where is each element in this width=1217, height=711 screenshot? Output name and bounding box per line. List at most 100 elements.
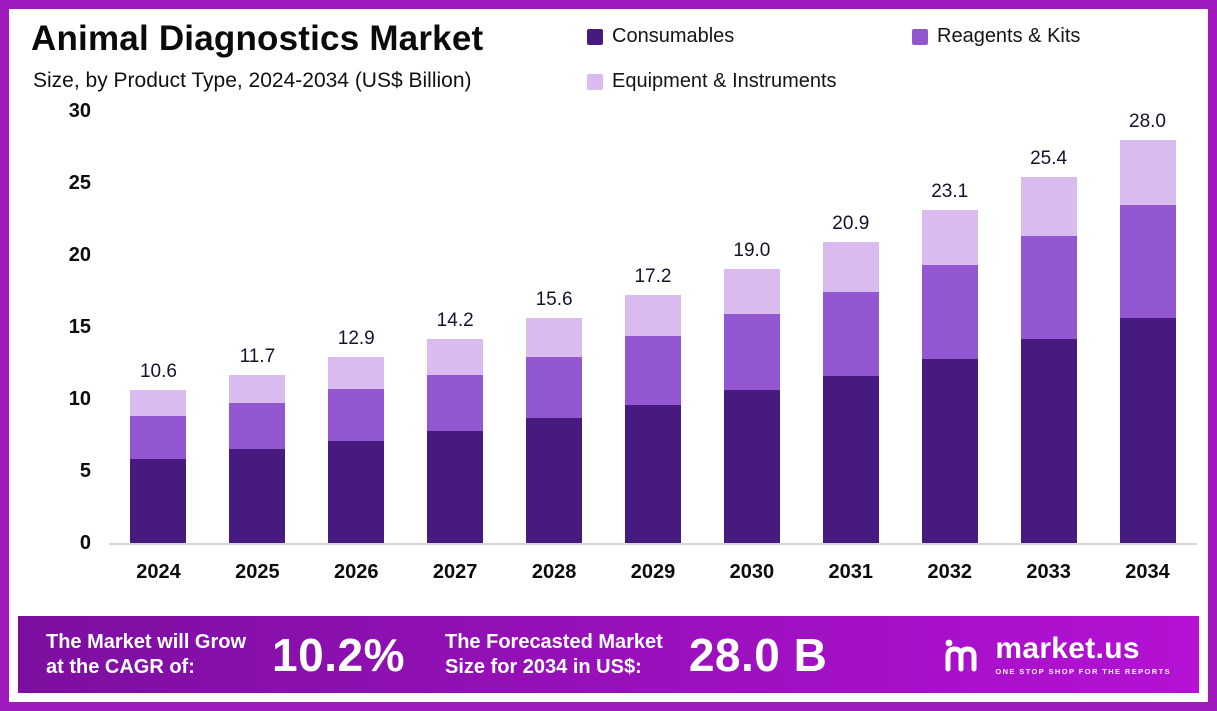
bar-segment-reagents-kits (526, 357, 583, 418)
x-axis-label-2031: 2031 (828, 561, 874, 583)
x-axis-label-2033: 2033 (1026, 561, 1071, 583)
bar-segment-reagents-kits (822, 292, 879, 376)
y-axis-tick-20: 20 (68, 244, 91, 266)
x-axis-label-2024: 2024 (136, 561, 181, 583)
x-axis-label-2029: 2029 (630, 561, 676, 583)
bar-segment-consumables (1119, 318, 1176, 543)
stacked-bar-2028 (526, 318, 583, 543)
bar-column-2024: 10.6 (109, 111, 208, 543)
stacked-bar-2030 (723, 269, 780, 543)
page-subtitle: Size, by Product Type, 2024-2034 (US$ Bi… (33, 69, 472, 92)
bar-segment-equipment-instruments (328, 357, 385, 389)
bar-column-2034: 28.0 (1098, 111, 1197, 543)
legend-swatch-consumables (587, 28, 603, 45)
bar-column-2026: 12.9 (307, 111, 406, 543)
bar-total-label-2026: 12.9 (337, 328, 375, 350)
stacked-bar-2024 (130, 390, 187, 543)
bar-total-label-2025: 11.7 (239, 345, 276, 367)
bar-column-2030: 19.0 (702, 111, 801, 543)
stacked-bar-2025 (229, 374, 286, 543)
bar-segment-equipment-instruments (427, 338, 484, 375)
bar-segment-reagents-kits (1119, 204, 1176, 319)
stacked-bar-2027 (427, 338, 484, 543)
bar-segment-equipment-instruments (1119, 139, 1176, 205)
bar-total-label-2024: 10.6 (139, 361, 177, 383)
bar-segment-reagents-kits (723, 314, 780, 391)
x-axis-label-2026: 2026 (334, 561, 379, 583)
bar-total-label-2034: 28.0 (1129, 110, 1167, 132)
y-axis-tick-25: 25 (68, 172, 91, 194)
bar-total-label-2028: 15.6 (535, 289, 573, 311)
bar-segment-equipment-instruments (723, 269, 780, 315)
stacked-bar-2029 (624, 295, 681, 543)
legend-swatch-equipment-instruments (587, 73, 603, 90)
bar-segment-consumables (130, 459, 187, 543)
bar-segment-consumables (624, 404, 681, 543)
bar-segment-equipment-instruments (229, 374, 286, 404)
bar-total-label-2032: 23.1 (931, 181, 969, 203)
bar-total-label-2031: 20.9 (832, 213, 870, 235)
bar-segment-consumables (1020, 338, 1077, 543)
bar-segment-consumables (822, 375, 879, 543)
x-axis-label-2030: 2030 (729, 561, 775, 583)
legend-label: Equipment & Instruments (612, 70, 837, 92)
forecast-value: 28.0 B (688, 628, 828, 681)
bar-segment-equipment-instruments (921, 210, 978, 266)
y-axis-tick-0: 0 (79, 532, 91, 554)
brand-text: market.us ONE STOP SHOP FOR THE REPORTS (995, 631, 1171, 676)
plot-area: 10.6 11.7 12.9 14.2 15.6 17.2 19.0 20.9 23.1 25.4… (69, 101, 1197, 553)
page-title: Animal Diagnostics Market (31, 19, 484, 58)
y-axis-tick-30: 30 (68, 100, 91, 122)
bar-total-label-2029: 17.2 (634, 266, 672, 288)
bar-segment-equipment-instruments (130, 390, 187, 417)
bar-total-label-2033: 25.4 (1030, 148, 1068, 170)
market-us-logo-icon (945, 639, 977, 671)
bar-segment-equipment-instruments (1020, 177, 1077, 237)
stacked-bar-2034 (1119, 139, 1176, 543)
brand-block: market.us ONE STOP SHOP FOR THE REPORTS (943, 631, 1171, 676)
bar-segment-consumables (328, 440, 385, 543)
cagr-value: 10.2% (272, 628, 405, 681)
legend-item-consumables: Consumables (587, 25, 734, 48)
forecast-label: The Forecasted Market Size for 2034 in U… (444, 630, 663, 678)
bar-column-2028: 15.6 (505, 111, 604, 543)
bar-segment-reagents-kits (328, 388, 385, 441)
bar-segment-reagents-kits (130, 416, 187, 460)
footer-banner: The Market will Grow at the CAGR of: 10.… (18, 616, 1199, 693)
stacked-bar-2032 (921, 210, 978, 543)
bar-column-2029: 17.2 (604, 111, 703, 543)
legend-item-reagents-kits: Reagents & Kits (912, 25, 1080, 48)
bar-segment-reagents-kits (624, 335, 681, 405)
bar-total-label-2030: 19.0 (733, 240, 771, 262)
x-axis-label-2034: 2034 (1125, 561, 1170, 583)
x-axis-labels: 2024 2025 2026 2027 2028 2029 2030 2031 2032 2033… (109, 561, 1197, 584)
stacked-bar-2026 (328, 357, 385, 543)
bar-segment-equipment-instruments (624, 295, 681, 336)
bar-segment-equipment-instruments (526, 318, 583, 358)
legend-swatch-reagents-kits (912, 28, 928, 45)
brand-name: market.us (995, 631, 1140, 665)
y-axis-tick-15: 15 (68, 316, 91, 338)
x-axis-label-2025: 2025 (235, 561, 280, 583)
bar-column-2031: 20.9 (801, 111, 900, 543)
bar-column-2033: 25.4 (999, 111, 1098, 543)
legend-label: Consumables (612, 25, 735, 47)
bar-columns: 10.6 11.7 12.9 14.2 15.6 17.2 19.0 20.9 23.1 25.4… (109, 111, 1197, 543)
bar-segment-consumables (427, 430, 484, 543)
stacked-bar-2031 (822, 242, 879, 543)
bar-segment-reagents-kits (1020, 236, 1077, 339)
legend-item-equipment-instruments: Equipment & Instruments (587, 70, 837, 93)
bar-segment-consumables (723, 390, 780, 543)
bar-segment-reagents-kits (427, 374, 484, 431)
stacked-bar-chart: 10.6 11.7 12.9 14.2 15.6 17.2 19.0 20.9 23.1 25.4… (37, 101, 1197, 611)
bar-segment-reagents-kits (229, 403, 286, 450)
bar-column-2032: 23.1 (900, 111, 999, 543)
bar-segment-consumables (921, 358, 978, 543)
x-axis-label-2032: 2032 (927, 561, 972, 583)
y-axis-tick-10: 10 (68, 388, 91, 410)
bar-total-label-2027: 14.2 (436, 309, 474, 331)
x-axis-label-2028: 2028 (531, 561, 577, 583)
brand-tagline: ONE STOP SHOP FOR THE REPORTS (995, 666, 1171, 676)
bar-segment-reagents-kits (921, 265, 978, 359)
